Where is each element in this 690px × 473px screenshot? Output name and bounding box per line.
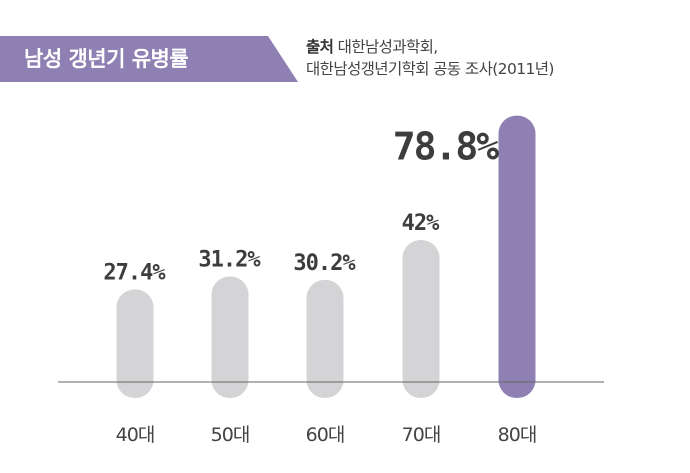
value-label-70대: 42% [402, 211, 440, 236]
tick-label-80대: 80대 [498, 424, 537, 446]
value-label-50대: 31.2% [198, 248, 261, 273]
value-label-80대: 78.8% [393, 125, 500, 169]
bar-70대 [402, 240, 440, 398]
value-label-60대: 30.2% [293, 251, 356, 276]
value-label-40대: 27.4% [103, 260, 166, 285]
tick-label-70대: 70대 [402, 424, 441, 446]
source-line-1: 출처 대한남성과학회, [306, 36, 554, 58]
title-banner: 남성 갱년기 유병률 [0, 36, 298, 82]
tick-label-40대: 40대 [116, 424, 155, 446]
source-text-1: 대한남성과학회, [337, 38, 439, 56]
bar-50대 [211, 276, 249, 398]
bar-40대 [116, 289, 154, 398]
source-text-2: 대한남성갱년기학회 공동 조사(2011년) [306, 60, 554, 78]
bar-60대 [306, 279, 344, 398]
title-banner-shape [0, 36, 298, 82]
tick-label-50대: 50대 [211, 424, 250, 446]
chart-title: 남성 갱년기 유병률 [24, 47, 189, 71]
tick-label-60대: 60대 [306, 424, 345, 446]
bar-80대 [498, 115, 536, 398]
source-label: 출처 [306, 38, 334, 56]
source-note: 출처 대한남성과학회, 대한남성갱년기학회 공동 조사(2011년) [306, 36, 554, 80]
